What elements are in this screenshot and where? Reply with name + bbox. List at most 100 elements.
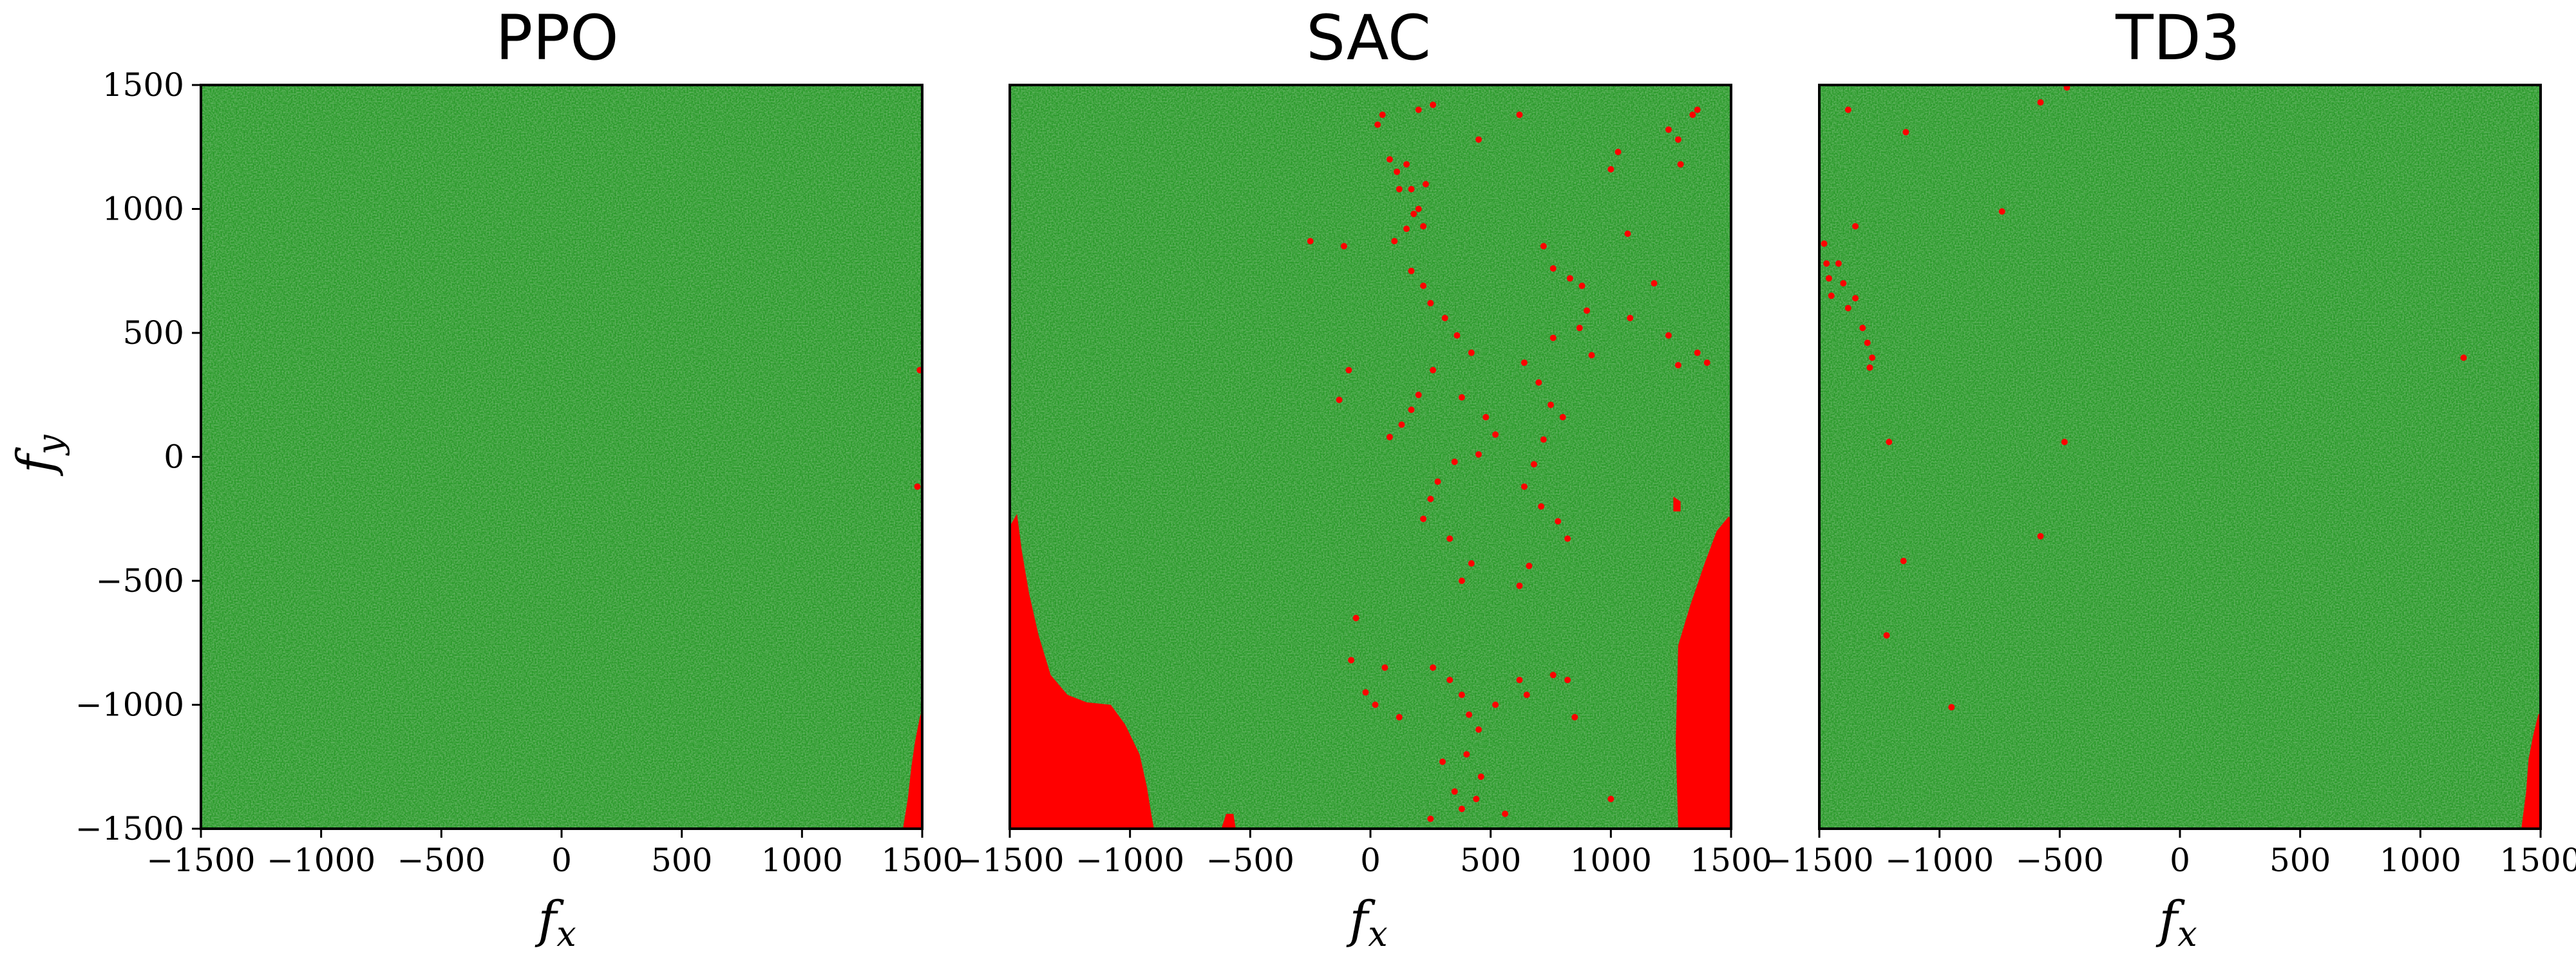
failure-point bbox=[1420, 223, 1427, 230]
failure-point bbox=[2037, 99, 2044, 106]
failure-point bbox=[1410, 211, 1417, 218]
failure-point bbox=[1307, 238, 1314, 245]
failure-point bbox=[1439, 759, 1446, 765]
x-axis-label: fx bbox=[2155, 891, 2197, 953]
x-tick-label: 1500 bbox=[881, 842, 963, 879]
failure-point bbox=[1530, 461, 1537, 467]
x-tick-label: 500 bbox=[2269, 842, 2331, 879]
x-tick-label: 1000 bbox=[1570, 842, 1652, 879]
failure-point bbox=[1340, 243, 1347, 250]
failure-point bbox=[1835, 260, 1842, 267]
failure-point bbox=[1844, 305, 1852, 312]
failure-point bbox=[1427, 815, 1434, 822]
failure-point bbox=[1381, 664, 1388, 671]
failure-point bbox=[1336, 397, 1343, 403]
failure-point bbox=[1549, 672, 1557, 679]
failure-point bbox=[1477, 773, 1484, 780]
failure-point bbox=[1420, 515, 1427, 522]
failure-point bbox=[1348, 657, 1355, 664]
failure-point bbox=[1482, 413, 1490, 420]
x-tick-label: −1500 bbox=[146, 842, 255, 879]
failure-point bbox=[1415, 392, 1422, 399]
failure-region bbox=[1673, 496, 1681, 512]
failure-point bbox=[1408, 406, 1415, 413]
x-tick-label: 500 bbox=[651, 842, 712, 879]
failure-point bbox=[1555, 518, 1562, 525]
failure-point bbox=[1828, 292, 1835, 299]
failure-point bbox=[1703, 359, 1710, 366]
failure-point bbox=[1415, 205, 1422, 212]
y-tick-label: −1500 bbox=[75, 810, 184, 847]
failure-point bbox=[1948, 704, 1955, 711]
failure-point bbox=[1475, 136, 1482, 143]
chart-title: PPO bbox=[495, 2, 618, 74]
failure-point bbox=[1492, 701, 1499, 708]
failure-point bbox=[1852, 295, 1859, 302]
failure-point bbox=[1451, 458, 1458, 466]
failure-point bbox=[1446, 677, 1454, 683]
failure-point bbox=[1362, 689, 1369, 696]
x-axis-label: fx bbox=[535, 891, 576, 953]
failure-point bbox=[1434, 478, 1441, 485]
x-tick-label: 0 bbox=[1360, 842, 1381, 879]
failure-point bbox=[1520, 483, 1528, 490]
failure-point bbox=[1840, 280, 1847, 287]
failure-point bbox=[1454, 332, 1461, 339]
failure-point bbox=[1859, 325, 1866, 332]
failure-point bbox=[1427, 495, 1434, 502]
y-tick-label: 0 bbox=[164, 439, 184, 476]
failure-point bbox=[1902, 129, 1909, 136]
failure-point bbox=[1398, 421, 1405, 428]
failure-point bbox=[1538, 503, 1545, 510]
x-axis-label-sub: x bbox=[556, 914, 576, 953]
noise-texture bbox=[1819, 85, 2541, 829]
failure-point bbox=[1674, 136, 1681, 143]
x-tick-label: 1000 bbox=[2380, 842, 2461, 879]
failure-point bbox=[1526, 562, 1533, 569]
failure-region bbox=[2521, 712, 2541, 829]
failure-point bbox=[1566, 275, 1573, 282]
panel-ppo: PPO −1500 −1000 −500 0 500 1000 1500 −1500 −100… bbox=[7, 2, 963, 953]
failure-point bbox=[1352, 614, 1359, 621]
failure-point bbox=[1430, 101, 1437, 108]
failure-point bbox=[1468, 349, 1475, 356]
failure-point bbox=[1391, 238, 1398, 245]
failure-point bbox=[1588, 352, 1595, 359]
failure-point bbox=[1665, 332, 1672, 339]
x-axis: −1500 −1000 −500 0 500 1000 1500 bbox=[146, 829, 963, 879]
failure-point bbox=[1823, 260, 1830, 267]
y-tick-label: 1000 bbox=[102, 191, 184, 228]
x-tick-label: −1500 bbox=[1765, 842, 1873, 879]
y-axis: −1500 −1000 −500 0 500 1000 1500 bbox=[75, 66, 201, 847]
noise-texture bbox=[201, 85, 922, 829]
failure-point bbox=[1386, 433, 1393, 440]
failure-point bbox=[1492, 431, 1499, 438]
y-axis-label: fy bbox=[7, 434, 70, 476]
failure-point bbox=[1689, 111, 1696, 118]
failure-point bbox=[1408, 267, 1415, 274]
failure-point bbox=[1886, 439, 1893, 446]
failure-point bbox=[1576, 325, 1583, 332]
x-tick-label: 1000 bbox=[761, 842, 843, 879]
failure-point bbox=[1900, 558, 1907, 565]
failure-point bbox=[1386, 156, 1393, 163]
failure-point bbox=[1475, 451, 1482, 458]
panel-sac: SAC −1500 −1000 −500 0 500 1000 1500 fx bbox=[955, 2, 1772, 953]
failure-region bbox=[903, 710, 922, 829]
y-tick-label: −500 bbox=[96, 562, 184, 599]
x-tick-label: 1500 bbox=[1690, 842, 1772, 879]
failure-point bbox=[1372, 701, 1379, 708]
x-tick-label: −1000 bbox=[267, 842, 375, 879]
failure-point bbox=[1446, 535, 1454, 542]
failure-point bbox=[1869, 354, 1876, 361]
failure-point bbox=[1463, 751, 1470, 758]
failure-point bbox=[2037, 533, 2044, 540]
failure-point bbox=[2061, 439, 2068, 446]
failure-point bbox=[1430, 664, 1437, 671]
failure-point bbox=[1516, 111, 1523, 118]
failure-point bbox=[1394, 168, 1401, 175]
failure-point bbox=[1627, 314, 1634, 321]
failure-point bbox=[1624, 231, 1631, 237]
plot-area bbox=[1009, 84, 1732, 830]
